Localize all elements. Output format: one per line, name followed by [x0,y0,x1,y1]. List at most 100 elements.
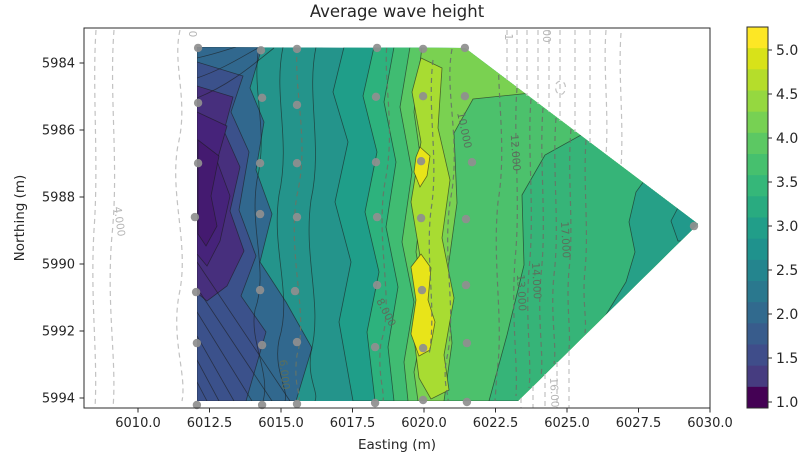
scatter-point [419,92,427,100]
colorbar-tick-label: 5.0 [776,43,798,59]
colorbar-band [747,260,768,282]
x-tick-label: 6030.0 [687,416,733,431]
scatter-point [419,344,427,352]
colorbar-band [747,218,768,240]
scatter-point [293,338,301,346]
x-tick-label: 6025.0 [544,416,590,431]
scatter-point [293,213,301,221]
y-ticks [80,63,85,398]
colorbar-band [747,48,768,70]
scatter-point [256,286,264,294]
colorbar-band [747,281,768,303]
x-tick-labels: 6010.0 6012.5 6015.0 6017.5 6020.0 6022.… [115,416,733,431]
colorbar-band [747,345,768,367]
colorbar-tick-label: 1.5 [776,351,798,367]
colorbar-band [747,133,768,155]
scatter-point [194,44,202,52]
x-ticks [138,408,710,413]
matplotlib-figure: 4.000 0 1 00 6.000 8.000 10.000 12.000 1… [0,0,808,463]
scatter-point [462,281,470,289]
colorbar-band [747,112,768,134]
scatter-point [291,287,299,295]
colorbar-band [747,27,768,49]
scatter-point [194,99,202,107]
contour-label: 12.000 [508,134,523,171]
colorbar-tick-label: 3.0 [776,219,798,235]
colorbar-tick-label: 3.5 [776,175,798,191]
scatter-point [256,159,264,167]
y-tick-labels: 5984 5986 5988 5990 5992 5994 [42,57,75,407]
colorbar-band [747,323,768,345]
scatter-point [417,214,425,222]
colorbar-tick-label: 4.0 [776,131,798,147]
scatter-point [293,400,301,408]
x-tick-label: 6015.0 [258,416,304,431]
scatter-point [690,222,698,230]
colorbar-band [747,302,768,324]
scatter-point [372,93,380,101]
colorbar-tick-label: 2.5 [776,263,798,279]
scatter-point [419,45,427,53]
scatter-point [256,210,264,218]
y-tick-label: 5992 [42,325,75,340]
x-tick-label: 6012.5 [187,416,233,431]
x-axis-label: Easting (m) [358,437,436,453]
colorbar-band [747,154,768,176]
colorbar-tick-label: 4.5 [776,87,798,103]
x-tick-label: 6010.0 [115,416,161,431]
x-tick-label: 6020.0 [401,416,447,431]
contour-label: 0 [186,31,198,38]
contour-label: 14.000 [529,262,543,299]
scatter-point [371,399,379,407]
y-tick-label: 5988 [42,191,75,206]
scatter-point [462,215,470,223]
scatter-point [372,158,380,166]
scatter-point [257,46,265,54]
colorbar-bands [747,27,768,409]
colorbar: 5.0 4.5 4.0 3.5 3.0 2.5 2.0 1.5 1.0 [747,27,798,411]
scatter-point [461,44,469,52]
x-axis: 6010.0 6012.5 6015.0 6017.5 6020.0 6022.… [115,408,733,453]
scatter-point [373,281,381,289]
colorbar-band [747,387,768,409]
y-tick-label: 5994 [42,392,75,407]
scatter-point [293,101,301,109]
y-axis: 5984 5986 5988 5990 5992 5994 Northing (… [12,57,84,407]
colorbar-ticks [768,50,772,402]
scatter-point [293,159,301,167]
colorbar-tick-labels: 5.0 4.5 4.0 3.5 3.0 2.5 2.0 1.5 1.0 [776,43,798,411]
y-tick-label: 5984 [42,57,75,72]
contour-label: 16.000 [547,377,561,414]
scatter-point [258,341,266,349]
contour-label: 00 [540,29,552,42]
x-tick-label: 6022.5 [473,416,519,431]
colorbar-band [747,239,768,261]
scatter-point [468,158,476,166]
colorbar-tick-label: 2.0 [776,307,798,323]
plot-title: Average wave height [310,2,485,21]
scatter-point [417,157,425,165]
colorbar-band [747,175,768,197]
scatter-point [419,396,427,404]
contour-label: 1 [502,34,514,41]
scatter-point [373,213,381,221]
contour-label: 17.000 [558,221,572,258]
scatter-point [463,339,471,347]
colorbar-band [747,91,768,113]
y-axis-label: Northing (m) [12,175,28,262]
colorbar-band [747,69,768,91]
scatter-point [418,286,426,294]
y-tick-label: 5990 [42,258,75,273]
scatter-point [258,94,266,102]
y-tick-label: 5986 [42,124,75,139]
colorbar-tick-label: 1.0 [776,395,798,411]
colorbar-band [747,366,768,388]
scatter-point [194,159,202,167]
scatter-point [371,343,379,351]
scatter-point [193,339,201,347]
scatter-point [461,92,469,100]
scatter-point [373,44,381,52]
x-tick-label: 6027.5 [616,416,662,431]
contour-label: 13.000 [514,274,528,311]
wave-height-contour-plot: 4.000 0 1 00 6.000 8.000 10.000 12.000 1… [0,0,808,463]
